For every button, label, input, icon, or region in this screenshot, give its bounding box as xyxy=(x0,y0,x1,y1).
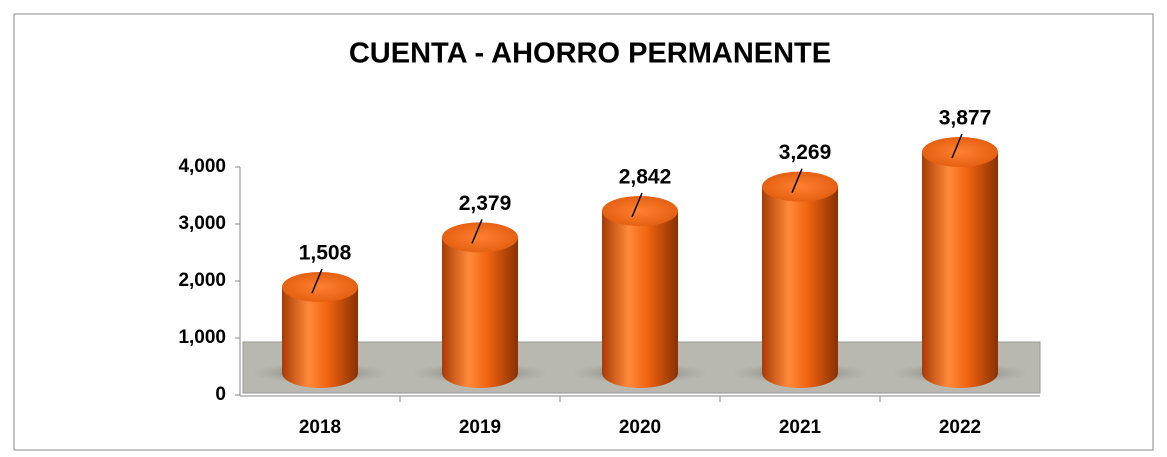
bar xyxy=(282,287,358,388)
x-tick-label: 2021 xyxy=(779,417,822,438)
y-tick-label: 3,000 xyxy=(178,213,226,234)
x-tick-label: 2018 xyxy=(299,417,341,438)
y-tick-label: 0 xyxy=(215,384,226,405)
bar xyxy=(442,237,518,388)
bar xyxy=(922,152,998,388)
bar xyxy=(602,211,678,388)
label-leader xyxy=(471,219,483,244)
value-label: 3,877 xyxy=(939,107,992,130)
y-tick-label: 2,000 xyxy=(178,270,226,291)
bar-top xyxy=(442,222,518,253)
value-label: 1,508 xyxy=(299,242,352,265)
bar-top xyxy=(762,171,838,202)
value-label: 3,269 xyxy=(779,141,832,164)
value-label: 2,842 xyxy=(619,166,672,189)
bar-top xyxy=(922,137,998,168)
label-leader xyxy=(951,133,963,159)
x-tick-label: 2019 xyxy=(459,417,501,438)
label-leader xyxy=(631,192,643,218)
bar xyxy=(762,186,838,388)
y-tick-label: 4,000 xyxy=(178,156,226,177)
value-label: 2,379 xyxy=(459,192,512,215)
bar-top xyxy=(602,196,678,227)
label-leader xyxy=(791,168,803,193)
x-tick-label: 2022 xyxy=(939,417,981,438)
chart-title: CUENTA - AHORRO PERMANENTE xyxy=(349,38,831,70)
bar-top xyxy=(282,272,358,303)
x-tick-label: 2020 xyxy=(619,417,661,438)
label-leader xyxy=(311,268,323,294)
y-tick-label: 1,000 xyxy=(178,327,226,348)
